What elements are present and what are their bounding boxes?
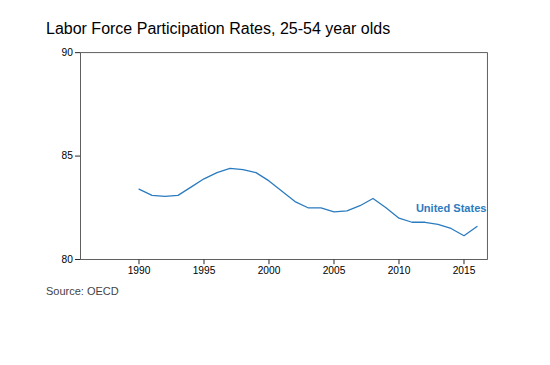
svg-text:90: 90 xyxy=(61,47,73,58)
svg-text:2015: 2015 xyxy=(453,265,476,276)
svg-text:85: 85 xyxy=(61,150,73,161)
html-text:Source: OECD: Source: OECD xyxy=(46,284,119,297)
svg-text:2005: 2005 xyxy=(323,265,346,276)
svg-text:1995: 1995 xyxy=(193,265,216,276)
html-text:Labor Force Participation Rate: Labor Force Participation Rates, 25-54 y… xyxy=(46,20,391,37)
svg-text:2000: 2000 xyxy=(258,265,281,276)
svg-text:2010: 2010 xyxy=(388,265,411,276)
svg-text:United States: United States xyxy=(416,202,487,214)
svg-text:80: 80 xyxy=(61,254,73,265)
svg-text:1990: 1990 xyxy=(128,265,151,276)
